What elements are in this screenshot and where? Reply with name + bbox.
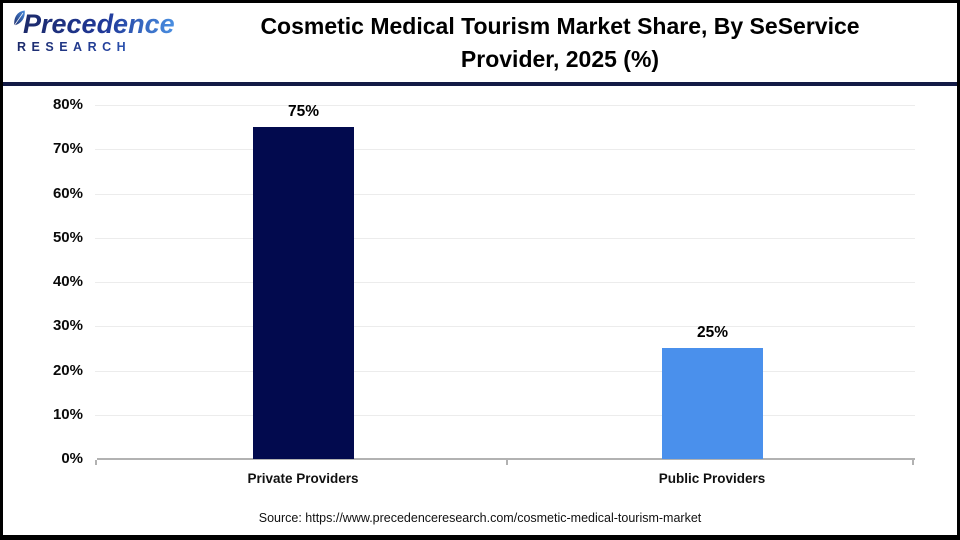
- bar-value-label: 25%: [696, 324, 729, 342]
- gridline: [95, 370, 915, 372]
- logo: Precedence RESEARCH: [13, 9, 175, 54]
- source-text: Source: https://www.precedenceresearch.c…: [258, 511, 702, 525]
- bar: [253, 127, 354, 459]
- y-tick-label: 50%: [52, 228, 83, 246]
- y-tick-label: 10%: [52, 405, 83, 423]
- y-tick-label: 0%: [61, 450, 83, 467]
- y-axis: 80% 70% 60% 50% 40% 30% 20% 10% 0%: [3, 96, 87, 467]
- logo-subtext: RESEARCH: [17, 40, 173, 54]
- y-tick-label: 20%: [52, 361, 83, 379]
- gridline: [95, 282, 915, 283]
- gridline: [95, 414, 915, 416]
- category-label-public: Public Providers: [658, 471, 766, 486]
- chart-title-line1: Cosmetic Medical Tourism Market Share, B…: [260, 13, 860, 39]
- gridline: [95, 149, 915, 151]
- y-tick-label: 70%: [52, 140, 83, 158]
- gridline: [95, 105, 915, 106]
- gridline: [95, 237, 915, 239]
- bar: [662, 348, 763, 459]
- x-axis-tick: [95, 460, 97, 465]
- chart-title: Cosmetic Medical Tourism Market Share, B…: [171, 10, 949, 76]
- y-tick-label: 80%: [52, 96, 83, 113]
- gridline: [95, 326, 915, 328]
- x-axis-tick: [912, 460, 914, 465]
- logo-wordmark: Precedence: [13, 9, 175, 40]
- logo-text: Precedence: [23, 9, 175, 39]
- x-axis-categories: Private Providers Public Providers: [95, 471, 915, 489]
- chart-title-line2: Provider, 2025 (%): [460, 46, 660, 72]
- x-axis-tick: [506, 460, 508, 465]
- x-axis-line: [97, 458, 915, 460]
- y-tick-label: 30%: [52, 317, 83, 335]
- header: Precedence RESEARCH Cosmetic Medical Tou…: [3, 3, 957, 82]
- header-divider: [3, 82, 957, 86]
- bar-value-label: 75%: [287, 103, 320, 121]
- leaf-icon: [13, 10, 26, 27]
- gridline: [95, 193, 915, 195]
- plot-area: 75% 25%: [95, 103, 915, 465]
- category-label-private: Private Providers: [247, 471, 359, 486]
- y-tick-label: 60%: [52, 184, 83, 202]
- y-tick-label: 40%: [52, 273, 83, 290]
